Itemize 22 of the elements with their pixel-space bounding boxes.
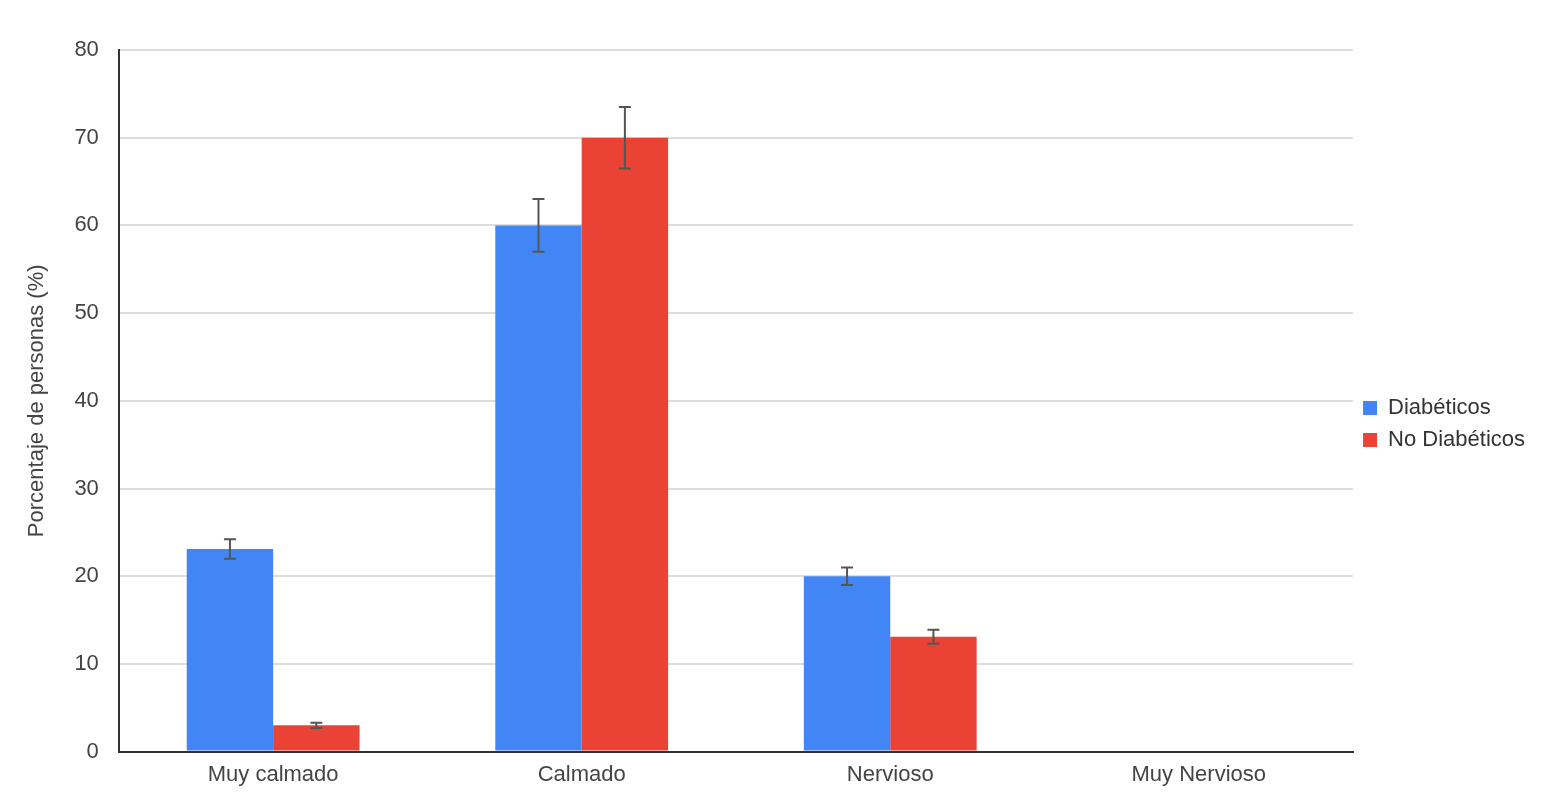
y-tick-label: 60 xyxy=(74,211,99,237)
y-axis-title: Porcentaje de personas (%) xyxy=(23,264,49,538)
bar xyxy=(186,549,274,751)
bar xyxy=(581,137,669,751)
x-tick-label: Muy Nervioso xyxy=(1131,760,1267,786)
y-tick-label: 80 xyxy=(74,36,99,62)
y-tick-label: 20 xyxy=(74,562,99,588)
bar xyxy=(495,225,582,751)
legend-label: No Diabéticos xyxy=(1388,426,1525,452)
y-tick-label: 50 xyxy=(74,299,99,325)
y-tick-label: 40 xyxy=(74,386,99,412)
y-tick-label: 10 xyxy=(74,649,99,675)
legend-label: Diabéticos xyxy=(1388,394,1491,420)
y-tick-label: 30 xyxy=(74,474,99,500)
x-tick-label: Nervioso xyxy=(846,760,934,786)
x-tick-label: Muy calmado xyxy=(207,760,339,786)
bar xyxy=(273,725,360,751)
y-tick-label: 0 xyxy=(86,737,99,763)
y-tick-label: 70 xyxy=(74,123,99,149)
bar xyxy=(890,636,977,751)
bar xyxy=(803,576,891,751)
x-tick-label: Calmado xyxy=(537,760,626,786)
